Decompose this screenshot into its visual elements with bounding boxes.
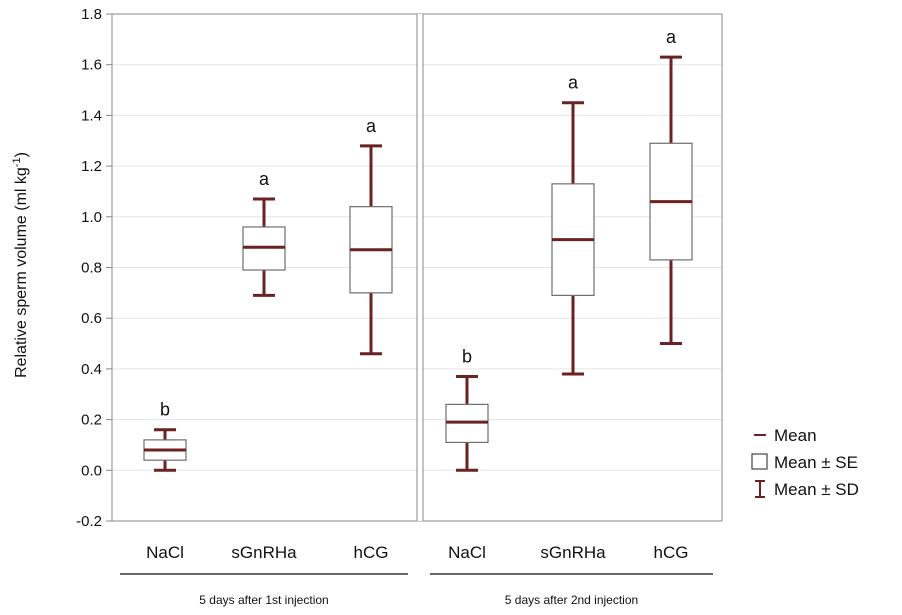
box-hcg: a: [649, 27, 693, 346]
y-axis-ticks: -0.2 0.0 0.2 0.4 0.6 0.8 1.0 1.2 1.4 1.6 1.8: [76, 6, 112, 530]
x-category-label: sGnRHa: [231, 543, 297, 562]
y-tick-label: 0.8: [81, 260, 102, 277]
y-tick-label: 1.4: [81, 107, 102, 124]
significance-letter: a: [366, 116, 377, 136]
box-nacl: b: [445, 347, 489, 472]
box-plots: b a a b a a: [143, 27, 693, 472]
y-tick-label: 0.4: [81, 361, 102, 378]
x-category-label: NaCl: [448, 543, 486, 562]
y-axis-title-main: Relative sperm volume (ml kg: [13, 167, 30, 378]
significance-letter: a: [666, 27, 677, 47]
x-category-label: hCG: [654, 543, 689, 562]
legend: Mean Mean ± SE Mean ± SD: [751, 426, 859, 499]
y-tick-label: 0.2: [81, 412, 102, 429]
y-tick-label: 1.6: [81, 57, 102, 74]
box-nacl: b: [143, 400, 187, 472]
y-tick-label: -0.2: [76, 513, 102, 530]
x-category-label: NaCl: [146, 543, 184, 562]
significance-letter: a: [259, 169, 270, 189]
y-axis-title: Relative sperm volume (ml kg-1): [11, 152, 30, 378]
y-tick-label: 1.8: [81, 6, 102, 23]
y-tick-label: 0.0: [81, 462, 102, 479]
legend-box-symbol: [751, 453, 768, 470]
legend-label: Mean: [774, 426, 817, 445]
box-sgnrha: a: [242, 169, 286, 297]
significance-letter: b: [160, 400, 170, 420]
legend-item-box: Mean ± SE: [751, 453, 858, 472]
panel-label: 5 days after 2nd injection: [505, 593, 638, 607]
legend-item-mean: Mean: [754, 426, 817, 445]
significance-letter: a: [568, 73, 579, 93]
box-sgnrha: a: [551, 73, 595, 376]
legend-item-whisker: Mean ± SD: [755, 480, 859, 499]
category-labels: NaCl sGnRHa hCG 5 days after 1st injection N…: [120, 543, 713, 607]
x-category-label: hCG: [354, 543, 389, 562]
significance-letter: b: [462, 347, 472, 367]
y-tick-label: 1.0: [81, 209, 102, 226]
y-axis-title-sup: -1: [11, 157, 23, 167]
legend-label: Mean ± SE: [774, 453, 858, 472]
y-tick-label: 0.6: [81, 310, 102, 327]
panel-label: 5 days after 1st injection: [199, 593, 328, 607]
legend-label: Mean ± SD: [774, 480, 859, 499]
box-hcg: a: [349, 116, 393, 356]
y-axis-title-close: ): [13, 152, 30, 157]
y-tick-label: 1.2: [81, 158, 102, 175]
x-category-label: sGnRHa: [540, 543, 606, 562]
